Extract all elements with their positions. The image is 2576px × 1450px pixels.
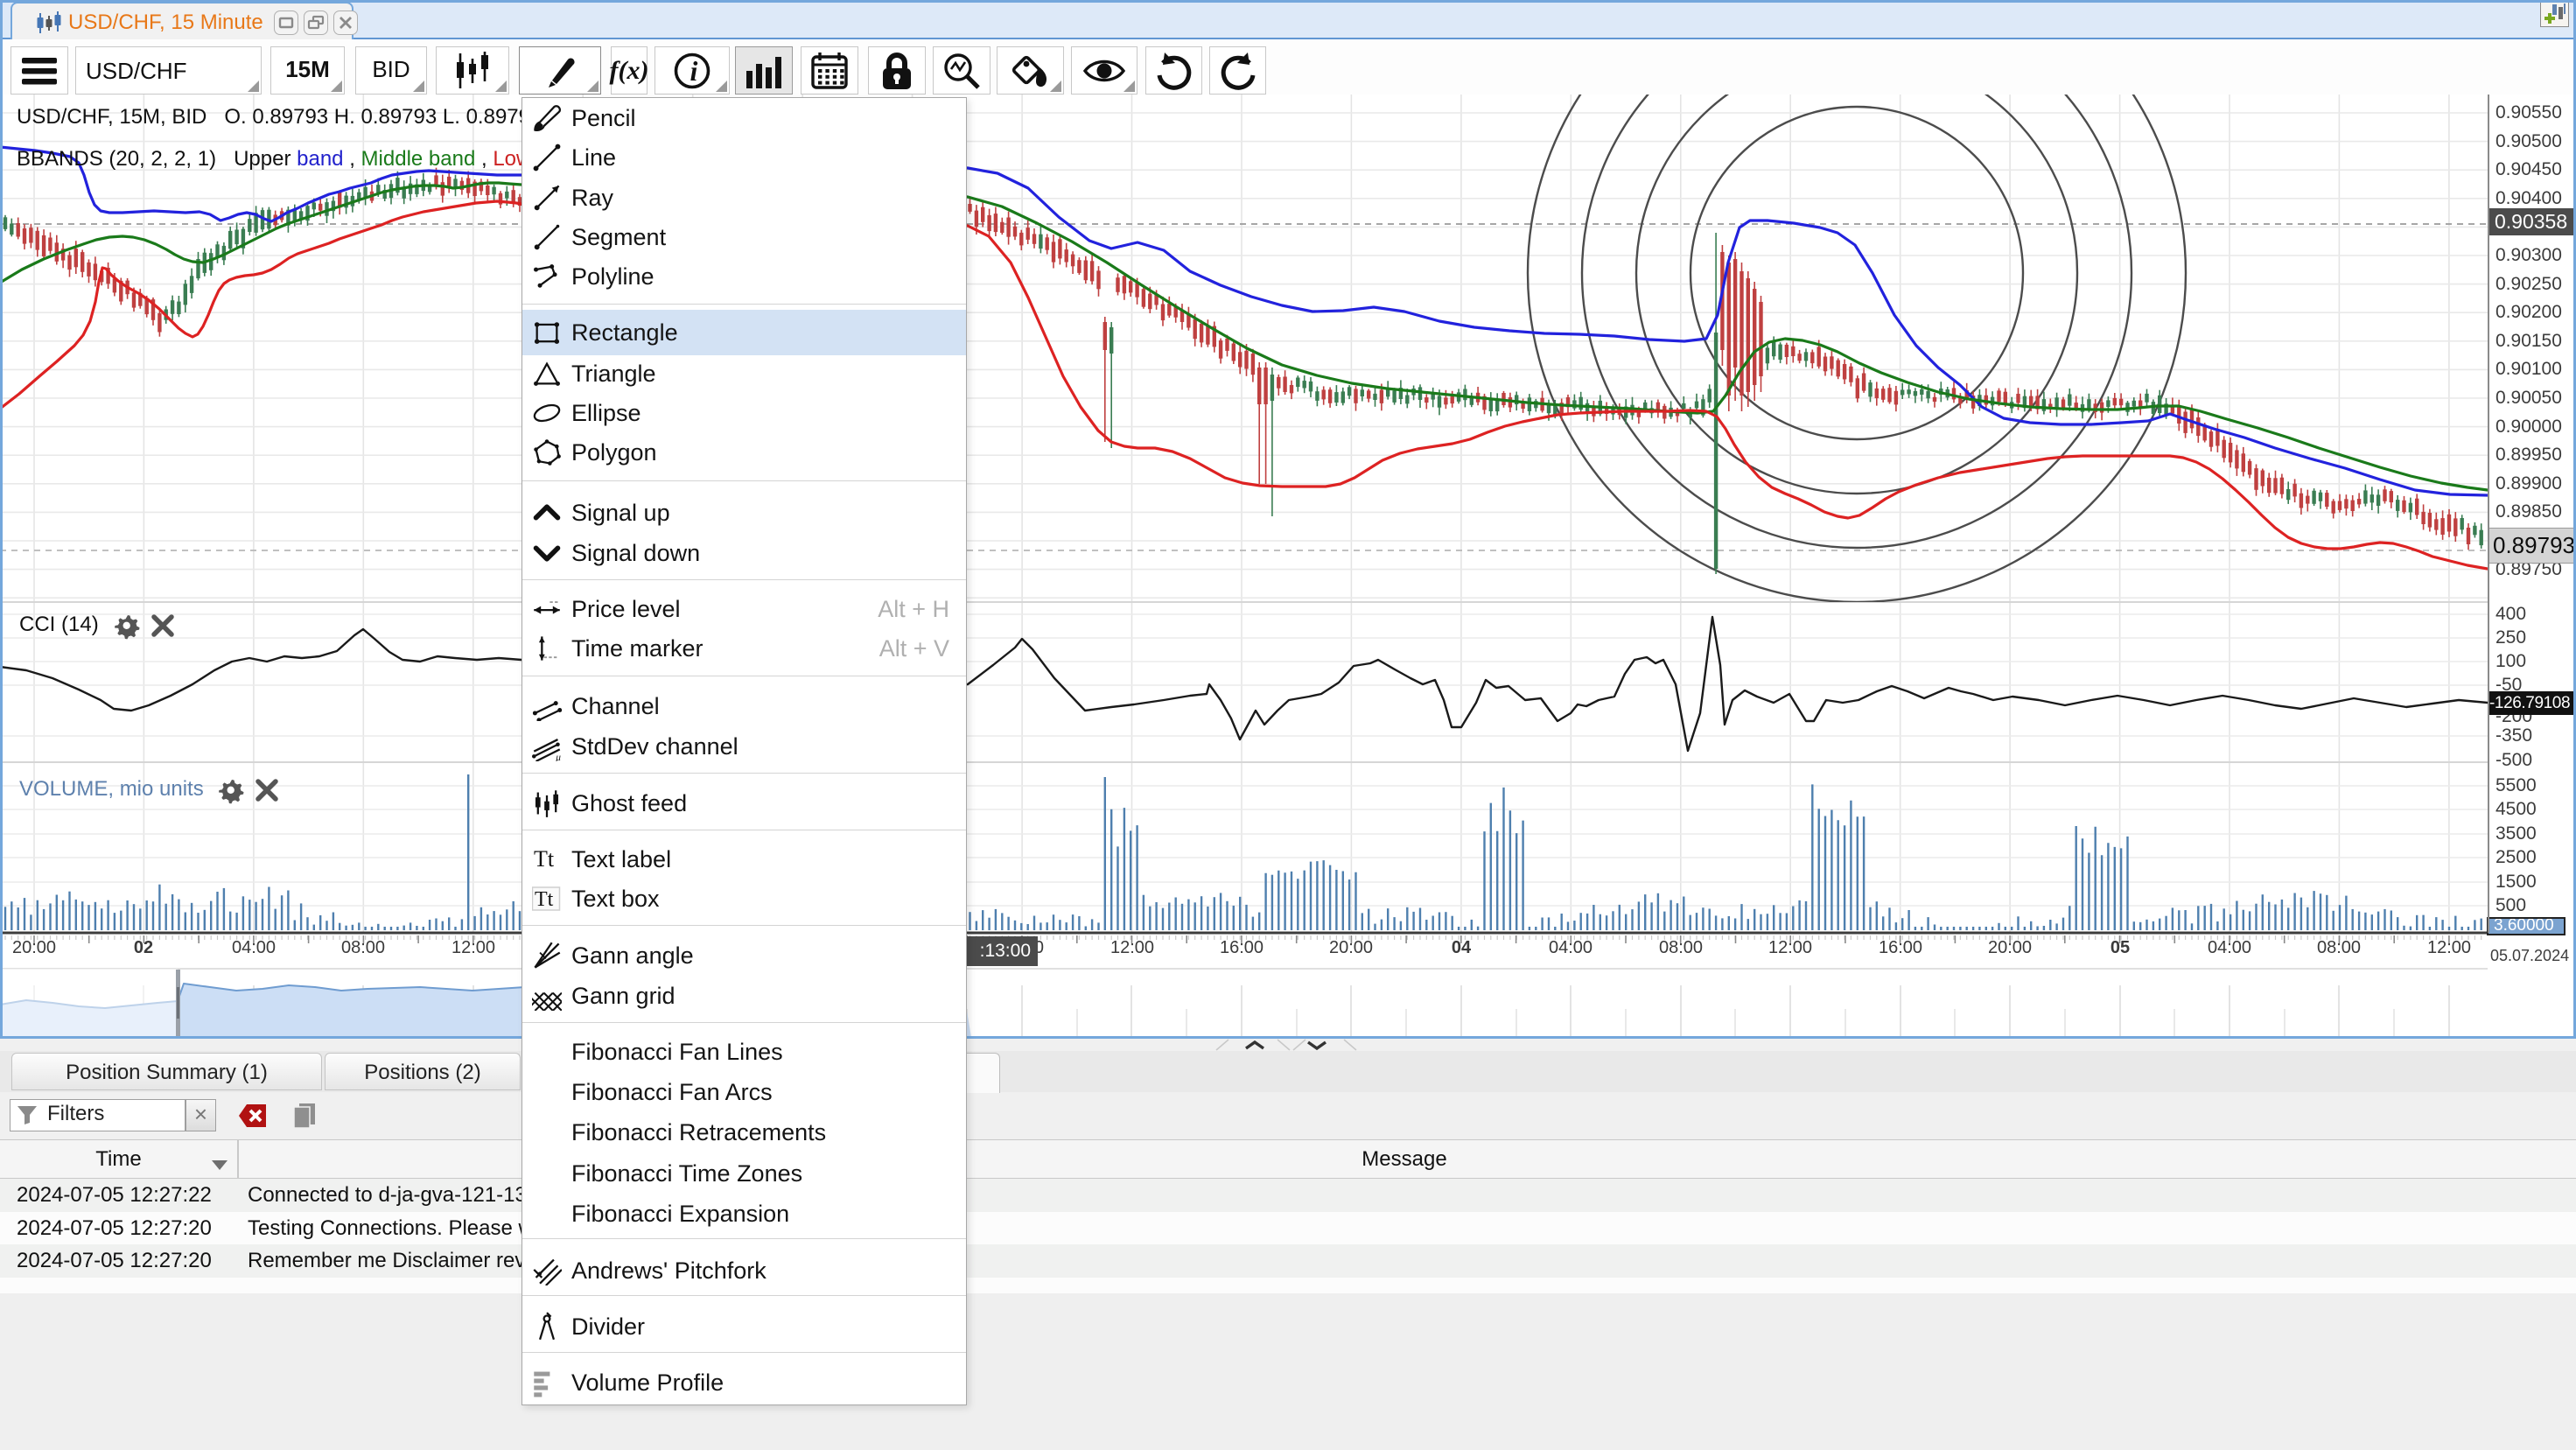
svg-text:μ: μ <box>555 753 561 761</box>
svg-text:i: i <box>690 55 698 87</box>
svg-text:Tt: Tt <box>535 888 554 911</box>
svg-text:Tt: Tt <box>534 846 555 872</box>
